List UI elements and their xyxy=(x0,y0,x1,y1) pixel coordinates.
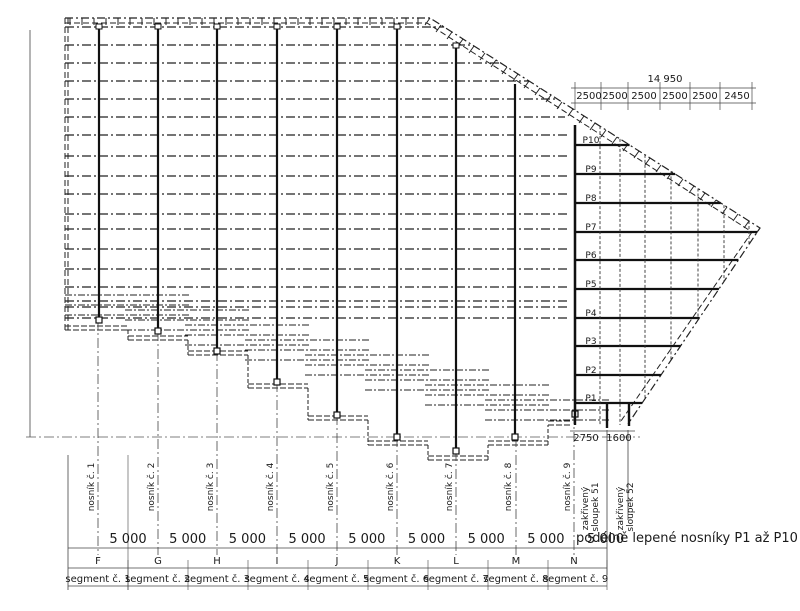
column-label-52-line1: zakřivený xyxy=(616,486,626,530)
column-label-51: zakřivený sloupek 51 xyxy=(581,482,601,531)
segment-label: segment č. 8 xyxy=(483,573,548,585)
spacing-dim: 5 000 xyxy=(288,532,325,547)
spacing-dimensions: 5 000 5 000 5 000 5 000 5 000 5 000 5 000 5 000… xyxy=(109,532,624,547)
axis-letter: K xyxy=(394,556,401,567)
axis-letter: I xyxy=(276,556,279,567)
beam-labels: nosník č. 1 nosník č. 2 nosník č. 3 nosník … xyxy=(86,462,573,511)
top-span-dim: 2500 xyxy=(631,91,656,102)
beam-label: nosník č. 6 xyxy=(385,462,396,511)
beam-label: nosník č. 5 xyxy=(325,463,336,512)
axis-letter: J xyxy=(335,556,339,567)
segment-label: segment č. 7 xyxy=(424,573,489,585)
beam-label: nosník č. 4 xyxy=(265,462,276,511)
top-span-dim: 2500 xyxy=(602,91,627,102)
beam-label: nosník č. 9 xyxy=(562,462,573,511)
bottom-dim-1: 2750 xyxy=(573,433,598,444)
axis-letter: F xyxy=(95,556,101,567)
column-labels: zakřivený sloupek 51 zakřivený sloupek 5… xyxy=(581,482,636,531)
purlin-label: P7 xyxy=(585,223,596,233)
purlin-label: P5 xyxy=(585,280,596,290)
top-dimension: 14 950 2500 2500 2500 2500 2500 2450 xyxy=(576,74,749,102)
spacing-dim: 5 000 xyxy=(348,532,385,547)
segment-label: segment č. 5 xyxy=(304,573,369,585)
purlin-label: P3 xyxy=(585,337,596,347)
purlin-labels: P10 P9 P8 P7 P6 P5 P4 P3 P2 P1 xyxy=(583,136,600,404)
column-label-51-line1: zakřivený xyxy=(581,486,591,530)
purlin-label: P6 xyxy=(585,251,596,261)
spacing-dim: 5 000 xyxy=(169,532,206,547)
top-span-dim: 2500 xyxy=(662,91,687,102)
purlin-label: P4 xyxy=(585,309,596,319)
axis-letter: G xyxy=(154,556,162,567)
framing-structure xyxy=(26,17,761,590)
spacing-dim: 5 000 xyxy=(468,532,505,547)
axis-letters: F G H I J K L M N xyxy=(95,556,578,567)
segment-label: segment č. 4 xyxy=(244,573,309,585)
purlin-label: P1 xyxy=(585,394,596,404)
segment-label: segment č. 2 xyxy=(125,573,190,585)
top-span-dim: 2500 xyxy=(576,91,601,102)
beam-label: nosník č. 1 xyxy=(86,463,97,512)
beam-label: nosník č. 8 xyxy=(503,462,514,511)
top-dimension-spans: 2500 2500 2500 2500 2500 2450 xyxy=(576,91,749,102)
segment-label: segment č. 9 xyxy=(543,573,608,585)
purlin-label: P10 xyxy=(583,136,600,146)
spacing-dim: 5 000 xyxy=(527,532,564,547)
axis-letter: N xyxy=(570,556,577,567)
spacing-dim: 5 000 xyxy=(229,532,266,547)
glulam-note: podélně lepené nosníky P1 až P10 xyxy=(576,531,798,546)
purlin-label: P9 xyxy=(585,165,596,175)
axis-letter: L xyxy=(453,556,459,567)
segment-label: segment č. 3 xyxy=(185,573,250,585)
axis-letter: M xyxy=(512,556,521,567)
spacing-dim: 5 000 xyxy=(408,532,445,547)
top-dimension-total: 14 950 xyxy=(648,74,683,85)
column-label-52: zakřivený sloupek 52 xyxy=(616,482,636,531)
segment-label: segment č. 6 xyxy=(364,573,429,585)
beam-label: nosník č. 2 xyxy=(146,463,157,512)
beam-label: nosník č. 7 xyxy=(444,463,455,512)
spacing-dim: 5 000 xyxy=(109,532,146,547)
purlin-label: P2 xyxy=(585,366,596,376)
bottom-dimensions: 2750 1600 xyxy=(573,433,631,444)
beam-label: nosník č. 3 xyxy=(205,463,216,512)
purlin-label: P8 xyxy=(585,194,596,204)
spacing-dim: 5 000 xyxy=(587,532,624,547)
top-span-dim: 2450 xyxy=(724,91,749,102)
column-label-51-line2: sloupek 51 xyxy=(591,482,601,531)
axis-letter: H xyxy=(213,556,221,567)
top-span-dim: 2500 xyxy=(692,91,717,102)
bottom-dim-2: 1600 xyxy=(606,433,631,444)
segment-label: segment č. 1 xyxy=(65,573,130,585)
column-label-52-line2: sloupek 52 xyxy=(626,482,636,531)
